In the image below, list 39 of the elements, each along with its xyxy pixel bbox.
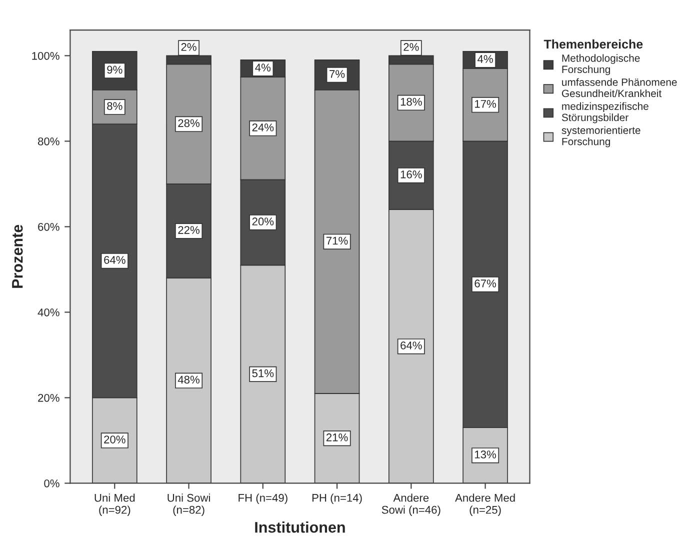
y-tick-label: 80% xyxy=(38,137,60,146)
data-label: 67% xyxy=(474,280,496,288)
data-label: 13% xyxy=(475,450,496,458)
data-label: 4% xyxy=(255,64,271,72)
x-tick-label: Andere Med (n=25) xyxy=(455,494,515,516)
legend-label: systemorientierte Forschung xyxy=(562,126,640,148)
data-label: 20% xyxy=(252,218,274,226)
data-label: 64% xyxy=(104,256,126,264)
x-tick-label: Uni Med (n=92) xyxy=(94,494,135,516)
y-axis-title: Prozente xyxy=(12,224,23,288)
data-label: 51% xyxy=(252,369,274,378)
x-tick-label: FH (n=49) xyxy=(238,494,288,504)
y-tick-label: 20% xyxy=(38,394,60,402)
x-axis-title: Institutionen xyxy=(255,522,345,533)
y-tick-label: 100% xyxy=(32,52,60,60)
legend-title: Themenbereiche xyxy=(544,39,643,49)
data-label: 16% xyxy=(400,170,422,178)
x-tick-label: Uni Sowi (n=82) xyxy=(168,494,210,516)
data-label: 2% xyxy=(404,43,419,51)
x-tick-label: Andere Sowi (n=46) xyxy=(382,494,440,516)
data-label: 7% xyxy=(330,70,345,78)
data-label: 64% xyxy=(400,342,422,350)
y-tick-label: 0% xyxy=(44,479,60,488)
data-label: 4% xyxy=(478,55,493,63)
data-label: 9% xyxy=(107,66,122,74)
data-label: 8% xyxy=(107,102,122,110)
x-tick-label: PH (n=14) xyxy=(312,494,362,504)
y-tick-label: 60% xyxy=(38,222,60,231)
data-label: 48% xyxy=(178,376,200,384)
data-label: 20% xyxy=(104,436,126,444)
data-label: 18% xyxy=(400,98,422,106)
data-label: 2% xyxy=(181,43,196,51)
data-label: 17% xyxy=(475,100,496,108)
data-label: 21% xyxy=(326,433,348,442)
y-tick-label: 40% xyxy=(38,308,60,316)
data-label: 28% xyxy=(178,119,200,128)
data-label: 24% xyxy=(252,123,274,132)
data-label: 71% xyxy=(326,236,348,245)
data-label: 22% xyxy=(178,226,200,234)
